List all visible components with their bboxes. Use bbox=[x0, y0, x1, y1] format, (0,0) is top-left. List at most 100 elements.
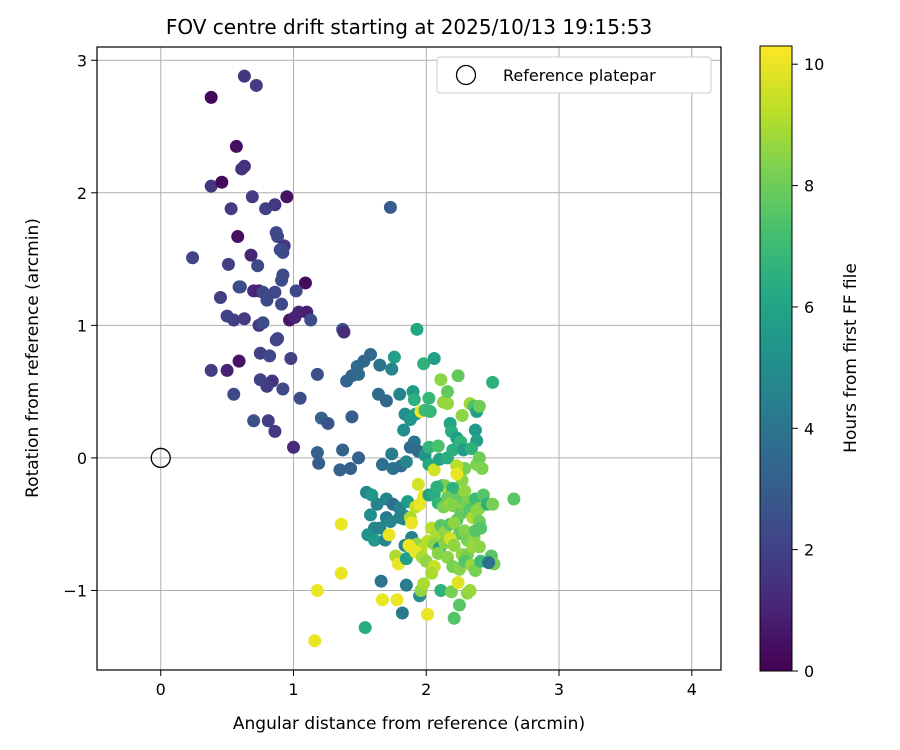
data-point bbox=[423, 405, 437, 419]
data-point bbox=[334, 566, 348, 580]
colorbar-ticks: 0 2 4 6 8 10 bbox=[792, 55, 824, 681]
data-point bbox=[204, 179, 218, 193]
data-point bbox=[260, 293, 274, 307]
data-point bbox=[224, 202, 238, 216]
y-axis-ticks: −1 0 1 2 3 bbox=[63, 51, 97, 600]
data-point bbox=[464, 442, 478, 456]
data-point bbox=[232, 354, 246, 368]
data-point bbox=[373, 521, 387, 535]
data-point bbox=[472, 451, 486, 465]
data-point bbox=[417, 357, 431, 371]
data-point bbox=[446, 499, 460, 513]
data-point bbox=[373, 358, 387, 372]
data-point bbox=[399, 455, 413, 469]
data-point bbox=[379, 394, 393, 408]
data-point bbox=[399, 552, 413, 566]
data-point bbox=[385, 447, 399, 461]
data-point bbox=[229, 139, 243, 153]
data-point bbox=[233, 280, 247, 294]
data-point bbox=[215, 175, 229, 189]
data-point bbox=[382, 528, 396, 542]
x-tick-label: 3 bbox=[554, 680, 564, 699]
grid bbox=[97, 47, 721, 670]
data-point bbox=[507, 492, 521, 506]
data-point bbox=[286, 440, 300, 454]
data-point bbox=[268, 285, 282, 299]
y-tick-label: 1 bbox=[77, 316, 87, 335]
colorbar-tick-label: 2 bbox=[804, 541, 814, 560]
data-point bbox=[220, 363, 234, 377]
legend-reference-marker bbox=[455, 64, 477, 86]
data-point bbox=[375, 593, 389, 607]
data-point bbox=[385, 362, 399, 376]
colorbar-tick-label: 0 bbox=[804, 662, 814, 681]
data-point bbox=[427, 352, 441, 365]
data-point bbox=[458, 484, 472, 498]
data-point bbox=[333, 463, 347, 477]
legend-box bbox=[436, 56, 712, 94]
data-point bbox=[447, 538, 461, 552]
data-point bbox=[441, 397, 455, 411]
data-point bbox=[375, 458, 389, 472]
data-point bbox=[336, 443, 350, 457]
data-point bbox=[304, 313, 318, 327]
data-point bbox=[472, 399, 486, 413]
reference-platepar-marker bbox=[150, 447, 171, 469]
data-point bbox=[352, 367, 366, 381]
data-point bbox=[249, 78, 263, 92]
data-point bbox=[204, 363, 218, 377]
data-point bbox=[421, 607, 435, 621]
x-axis-ticks: 0 1 2 3 4 bbox=[156, 670, 697, 699]
data-point bbox=[247, 414, 261, 428]
colorbar-tick-label: 4 bbox=[804, 419, 814, 438]
data-point bbox=[344, 462, 358, 476]
data-point bbox=[260, 379, 274, 393]
data-point bbox=[245, 190, 259, 204]
data-point bbox=[275, 297, 289, 311]
data-point bbox=[204, 90, 218, 104]
data-point bbox=[410, 322, 424, 336]
data-point bbox=[261, 414, 275, 428]
data-point bbox=[472, 540, 486, 554]
data-point bbox=[470, 504, 484, 518]
data-point bbox=[383, 200, 397, 214]
data-point bbox=[367, 533, 381, 547]
data-point bbox=[244, 248, 258, 262]
colorbar-tick-label: 8 bbox=[804, 177, 814, 196]
data-point bbox=[450, 467, 464, 481]
data-point bbox=[237, 312, 251, 326]
data-point bbox=[256, 316, 270, 330]
x-axis-label: Angular distance from reference (arcmin) bbox=[233, 714, 585, 734]
data-point bbox=[447, 516, 461, 530]
data-point bbox=[298, 276, 312, 290]
data-point bbox=[213, 291, 227, 305]
data-point bbox=[337, 325, 351, 339]
data-point bbox=[284, 352, 298, 365]
data-point bbox=[452, 598, 466, 612]
data-point bbox=[276, 382, 290, 396]
data-point bbox=[186, 251, 200, 265]
data-point bbox=[288, 310, 302, 324]
data-point bbox=[390, 593, 404, 607]
colorbar-tick-label: 6 bbox=[804, 298, 814, 317]
data-point bbox=[345, 410, 359, 424]
data-point bbox=[399, 578, 413, 592]
data-point bbox=[289, 284, 303, 298]
data-point bbox=[468, 423, 482, 437]
x-tick-label: 2 bbox=[421, 680, 431, 699]
data-point bbox=[321, 416, 335, 430]
reference-marker-layer bbox=[150, 447, 171, 469]
data-point bbox=[486, 497, 500, 511]
data-point bbox=[482, 556, 496, 570]
data-point bbox=[334, 517, 348, 531]
data-point bbox=[393, 387, 407, 401]
data-point bbox=[451, 369, 465, 383]
data-point bbox=[268, 198, 282, 212]
data-point bbox=[444, 585, 458, 599]
data-point bbox=[434, 583, 448, 597]
y-tick-label: 3 bbox=[77, 51, 87, 70]
data-point bbox=[434, 373, 448, 387]
data-point bbox=[276, 268, 290, 282]
data-point bbox=[310, 367, 324, 381]
